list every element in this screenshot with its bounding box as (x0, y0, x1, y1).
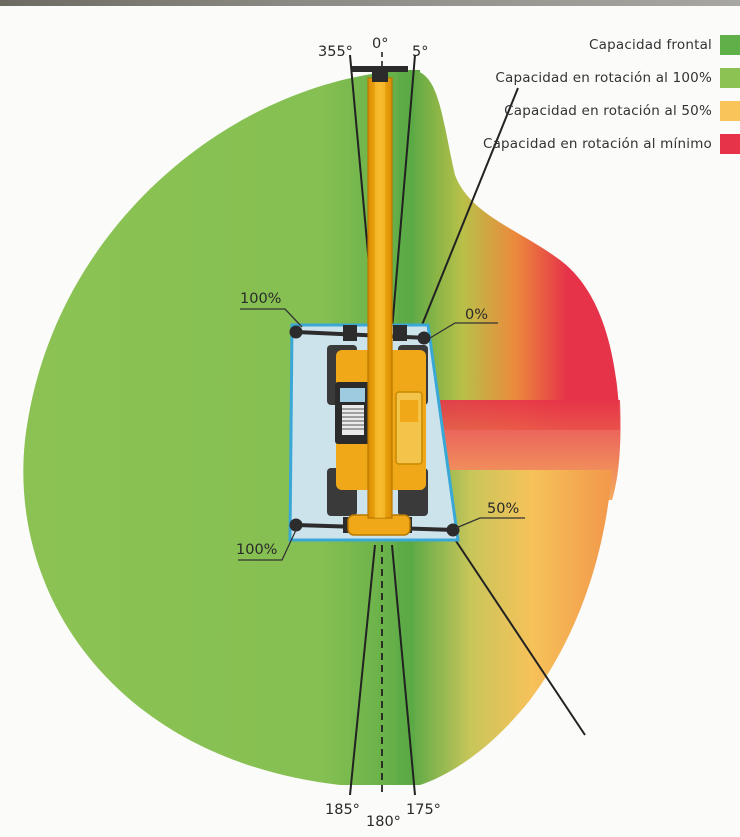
legend-item-rotation-50: Capacidad en rotación al 50% (440, 100, 740, 123)
angle-185-label: 185° (325, 802, 360, 818)
top-photo-strip (0, 0, 740, 6)
legend-item-rotation-100: Capacidad en rotación al 100% (440, 67, 740, 90)
minimum-capacity-region (410, 70, 620, 430)
legend-swatch (720, 68, 740, 88)
percent-top-left-label: 100% (240, 291, 281, 307)
percent-bottom-right-label: 50% (487, 501, 519, 517)
legend-swatch (720, 35, 740, 55)
legend-item-rotation-min: Capacidad en rotación al mínimo (440, 133, 740, 156)
legend-item-frontal: Capacidad frontal (440, 34, 740, 57)
excavator-top-view (327, 66, 428, 536)
line-diagonal-upper (421, 87, 519, 326)
angle-5-label: 5° (412, 44, 428, 60)
angle-0-label: 0° (372, 36, 388, 52)
angle-180-label: 180° (366, 814, 401, 830)
legend-label: Capacidad en rotación al 50% (504, 103, 712, 119)
line-185 (349, 544, 376, 796)
angle-355-label: 355° (318, 44, 353, 60)
angle-175-label: 175° (406, 802, 441, 818)
label-leaders (238, 308, 525, 561)
percent-bottom-left-label: 100% (236, 542, 277, 558)
legend-swatch (720, 134, 740, 154)
line-175 (391, 544, 416, 796)
legend: Capacidad frontal Capacidad en rotación … (440, 34, 740, 166)
legend-label: Capacidad frontal (589, 37, 712, 53)
percent-top-right-label: 0% (465, 307, 488, 323)
frontal-capacity-region (23, 70, 420, 785)
line-diagonal-lower (451, 534, 586, 736)
legend-label: Capacidad en rotación al mínimo (482, 136, 712, 152)
legend-label: Capacidad en rotación al 100% (495, 70, 712, 86)
line-5 (391, 54, 416, 331)
legend-swatch (720, 101, 740, 121)
